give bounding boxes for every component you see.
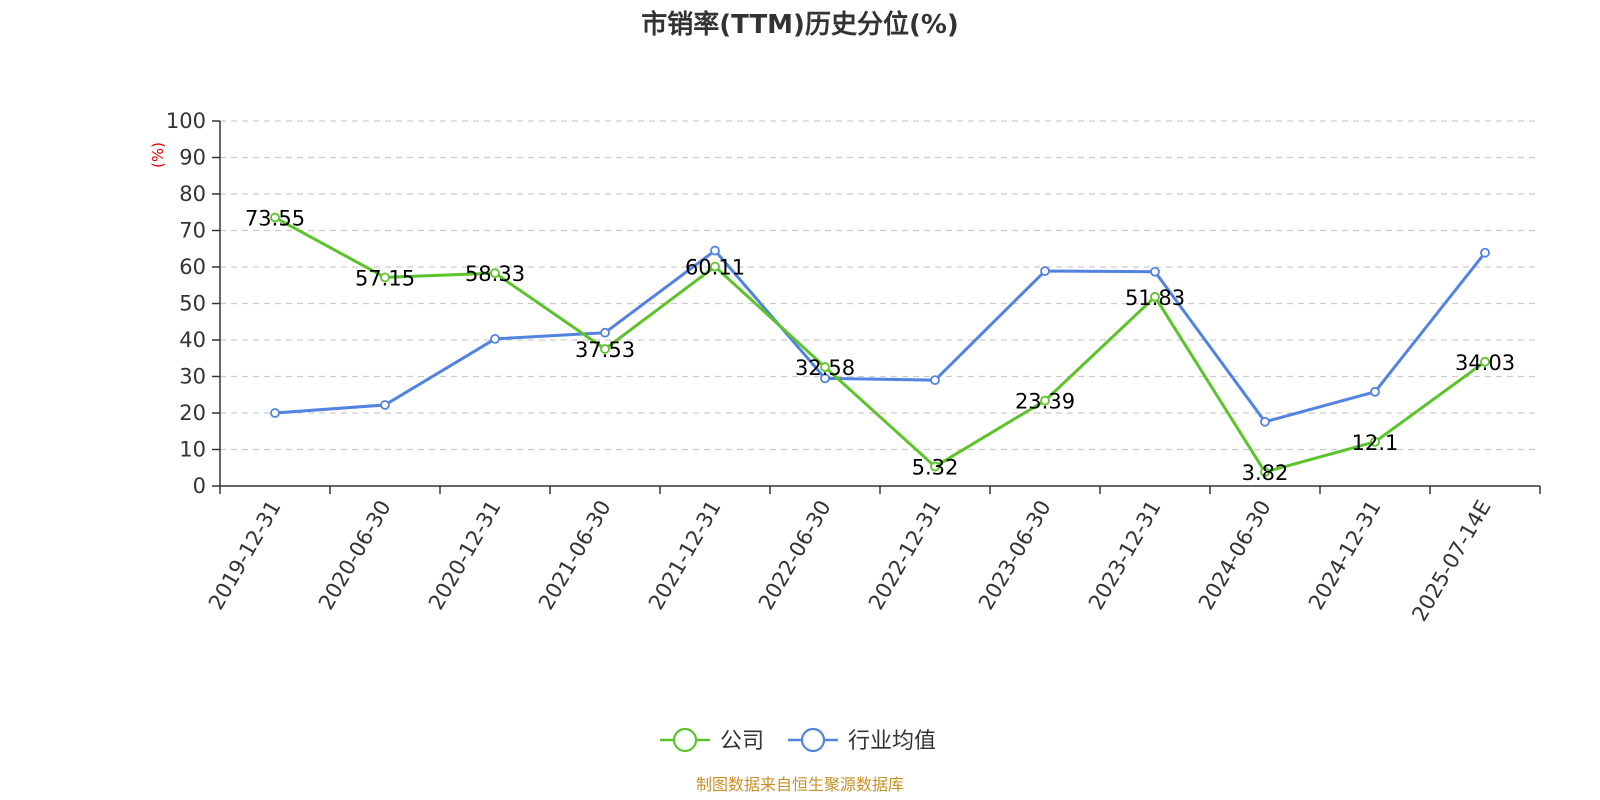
data-point-company [1150, 291, 1160, 302]
data-point-industry-avg [380, 400, 390, 410]
x-tick-label: 2021-12-31 [644, 496, 726, 614]
y-axis-label: (%) [149, 142, 167, 168]
data-point-industry-avg [1480, 247, 1490, 258]
series-line-company [274, 216, 1486, 474]
y-tick-label: 40 [179, 328, 206, 352]
data-point-company [380, 272, 390, 283]
data-label: 34.03 [1455, 351, 1515, 375]
data-label: 58.33 [465, 262, 525, 286]
data-label: 23.39 [1015, 390, 1075, 414]
data-point-industry-avg [710, 245, 720, 256]
data-point-industry-avg [490, 334, 500, 344]
y-tick-label: 60 [179, 255, 206, 279]
data-point-company [1480, 356, 1490, 367]
grid-lines [220, 120, 1540, 451]
x-tick-label: 2024-12-31 [1304, 496, 1386, 614]
data-label: 3.82 [1242, 461, 1289, 485]
x-tick-label: 2025-07-14E [1407, 496, 1495, 625]
y-tick-label: 50 [179, 292, 206, 316]
data-label: 73.55 [245, 207, 305, 231]
legend: 公司 行业均值 [660, 727, 936, 754]
data-point-industry-avg [1370, 386, 1380, 397]
legend-label-company: 公司 [720, 729, 764, 754]
legend-marker-industry-avg [800, 727, 826, 753]
data-point-industry-avg [820, 373, 830, 384]
data-point-industry-avg [1150, 266, 1160, 277]
series-layer [270, 212, 1490, 477]
data-label: 32.58 [795, 356, 855, 380]
x-tick-label: 2021-06-30 [534, 496, 616, 614]
x-tick-label: 2022-12-31 [864, 496, 946, 614]
data-label: 12.1 [1352, 431, 1399, 455]
x-tick-label: 2020-12-31 [424, 496, 506, 614]
y-tick-label: 20 [179, 401, 206, 425]
data-label: 5.32 [912, 456, 959, 480]
x-tick-label: 2023-06-30 [974, 496, 1056, 614]
x-tick-label: 2020-06-30 [314, 496, 396, 614]
legend-marker-company [672, 727, 698, 753]
data-label: 37.53 [575, 338, 635, 362]
data-point-industry-avg [1260, 416, 1270, 427]
data-point-industry-avg [930, 375, 940, 386]
data-point-company [1260, 467, 1270, 477]
data-label: 60.11 [685, 256, 745, 280]
y-tick-label: 100 [166, 109, 206, 133]
chart-title: 市销率(TTM)历史分位(%) [641, 9, 959, 40]
data-labels: 73.55 57.15 58.33 37.53 60.11 32.58 5.32 23.39 5… [245, 207, 1515, 486]
y-tick-label: 90 [179, 146, 206, 170]
data-point-industry-avg [600, 327, 610, 338]
y-tick-label: 0 [193, 474, 206, 498]
data-point-company [930, 461, 940, 472]
data-point-company [820, 362, 830, 372]
y-tick-label: 30 [179, 365, 206, 389]
series-line-industry-avg [274, 249, 1487, 424]
data-point-company [1370, 436, 1380, 447]
source-note: 制图数据来自恒生聚源数据库 [696, 775, 904, 794]
data-label: 51.83 [1125, 286, 1185, 310]
y-tick-label: 10 [179, 438, 206, 462]
data-point-company [490, 268, 500, 278]
data-point-company [710, 261, 720, 272]
data-point-industry-avg [270, 408, 280, 418]
y-tick-label: 70 [179, 219, 206, 243]
data-point-company [600, 344, 610, 354]
data-point-company [1040, 395, 1050, 406]
legend-label-industry-avg: 行业均值 [848, 729, 936, 754]
x-tick-label: 2022-06-30 [754, 496, 836, 614]
x-tick-label: 2023-12-31 [1084, 496, 1166, 614]
axes [212, 120, 1541, 494]
x-tick-label: 2024-06-30 [1194, 496, 1276, 614]
x-tick-labels: 2019-12-31 2020-06-30 2020-12-31 2021-06-30… [204, 496, 1496, 625]
y-tick-labels: 0 10 20 30 40 50 60 70 80 90 100 [166, 109, 206, 498]
data-point-company [270, 212, 280, 223]
data-label: 57.15 [355, 266, 415, 290]
data-point-industry-avg [1040, 266, 1050, 276]
y-tick-label: 80 [179, 182, 206, 206]
x-tick-label: 2019-12-31 [204, 496, 286, 614]
